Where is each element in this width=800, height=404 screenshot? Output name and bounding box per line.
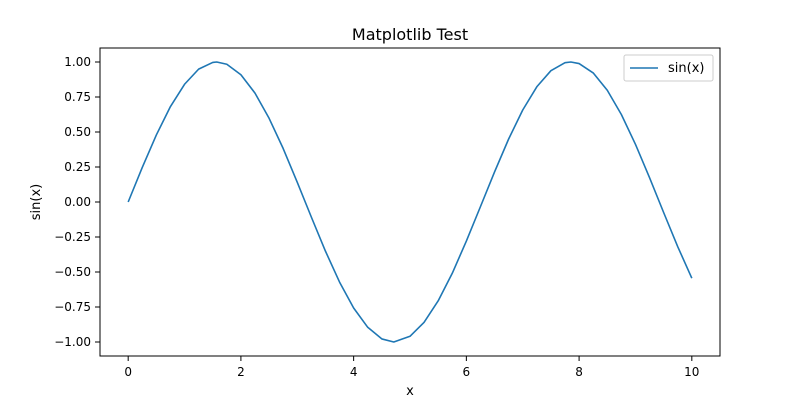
y-tick-label: 0.00 <box>64 195 91 209</box>
y-axis-ticks: −1.00 −0.75 −0.50 −0.25 0.00 0.25 0.50 0.75 1.00 <box>54 55 100 349</box>
y-tick-label: 0.75 <box>64 90 91 104</box>
sin-series-line <box>127 61 693 343</box>
y-tick-label: −0.75 <box>54 300 91 314</box>
x-tick-label: 2 <box>237 365 245 379</box>
plot-area-frame <box>99 47 721 357</box>
x-tick-label: 4 <box>350 365 358 379</box>
x-tick-label: 10 <box>684 365 699 379</box>
legend-entry-sin: sin(x) <box>668 61 704 76</box>
legend-box <box>623 54 714 82</box>
y-tick-label: −0.25 <box>54 230 91 244</box>
x-tick-label: 8 <box>575 365 583 379</box>
y-tick-label: −0.50 <box>54 265 91 279</box>
y-tick-label: 0.50 <box>64 125 91 139</box>
y-axis-label: sin(x) <box>29 184 44 220</box>
y-tick-label: 1.00 <box>64 55 91 69</box>
x-axis-label: x <box>406 384 414 399</box>
y-tick-label: −1.00 <box>54 335 91 349</box>
y-tick-label: 0.25 <box>64 160 91 174</box>
x-tick-label: 0 <box>124 365 132 379</box>
x-tick-label: 6 <box>463 365 471 379</box>
x-axis-ticks: 0 2 4 6 8 10 <box>124 356 699 379</box>
chart-title: Matplotlib Test <box>352 25 468 44</box>
legend: sin(x) <box>623 54 714 82</box>
